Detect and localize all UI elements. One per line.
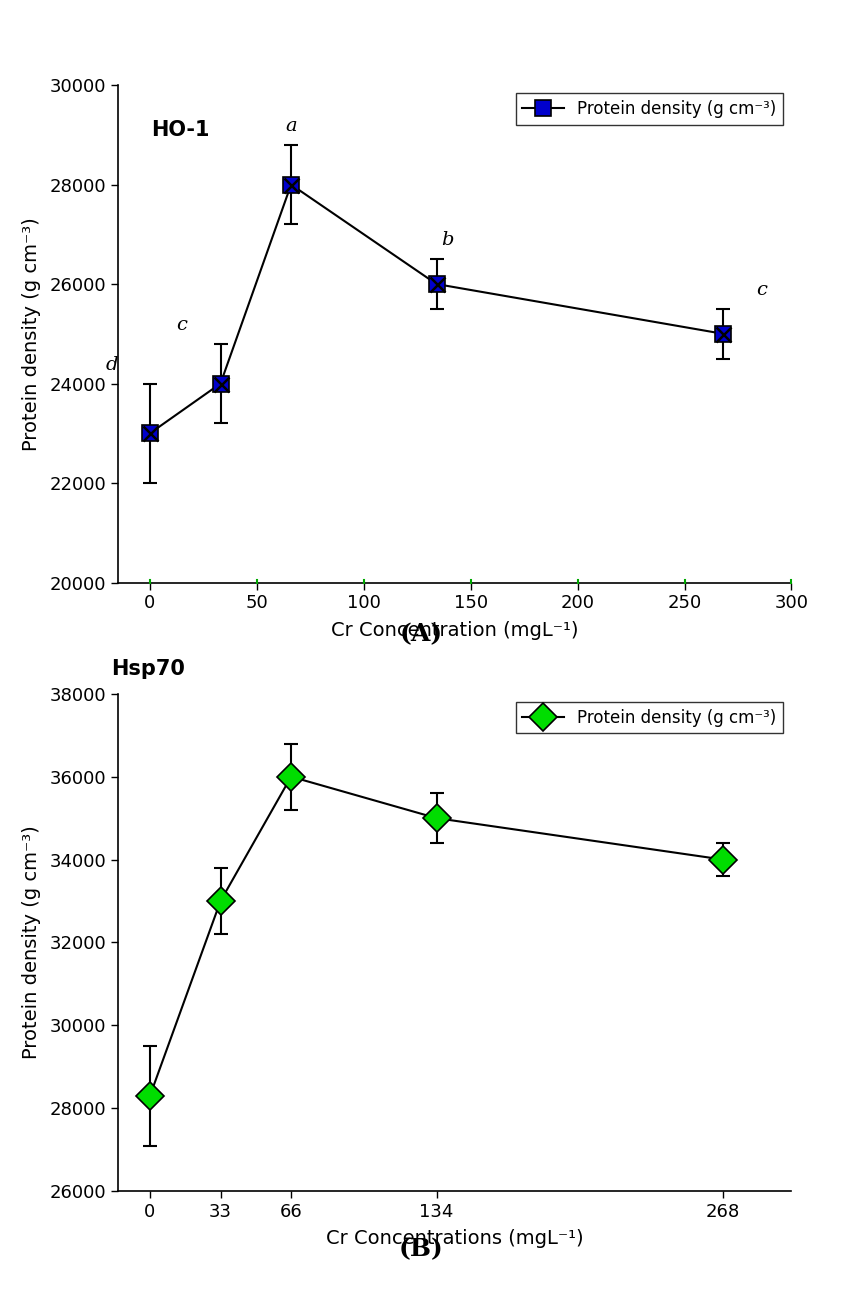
Text: b: b [441,232,454,249]
Text: (A): (A) [399,622,443,645]
Text: d: d [105,356,118,373]
Legend: Protein density (g cm⁻³): Protein density (g cm⁻³) [515,93,783,124]
Text: a: a [285,117,297,135]
Text: c: c [756,281,767,298]
X-axis label: Cr Concentrations (mgL⁻¹): Cr Concentrations (mgL⁻¹) [326,1229,584,1249]
Text: c: c [177,315,188,334]
Legend: Protein density (g cm⁻³): Protein density (g cm⁻³) [515,702,783,733]
Y-axis label: Protein density (g cm⁻³): Protein density (g cm⁻³) [22,217,41,450]
Y-axis label: Protein density (g cm⁻³): Protein density (g cm⁻³) [22,826,41,1059]
Text: Hsp70: Hsp70 [111,658,185,679]
X-axis label: Cr Concentration (mgL⁻¹): Cr Concentration (mgL⁻¹) [331,620,578,640]
Text: (B): (B) [398,1237,444,1261]
Text: HO-1: HO-1 [152,120,210,140]
